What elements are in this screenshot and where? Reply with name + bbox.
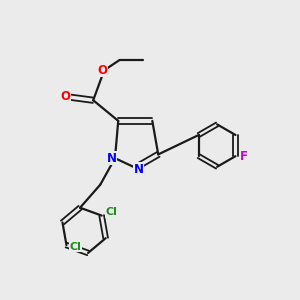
Text: N: N — [106, 152, 116, 165]
Text: Cl: Cl — [70, 242, 82, 252]
Text: O: O — [60, 90, 70, 103]
Text: F: F — [240, 150, 248, 163]
Text: Cl: Cl — [105, 207, 117, 217]
Text: O: O — [98, 64, 108, 77]
Text: N: N — [134, 163, 144, 176]
